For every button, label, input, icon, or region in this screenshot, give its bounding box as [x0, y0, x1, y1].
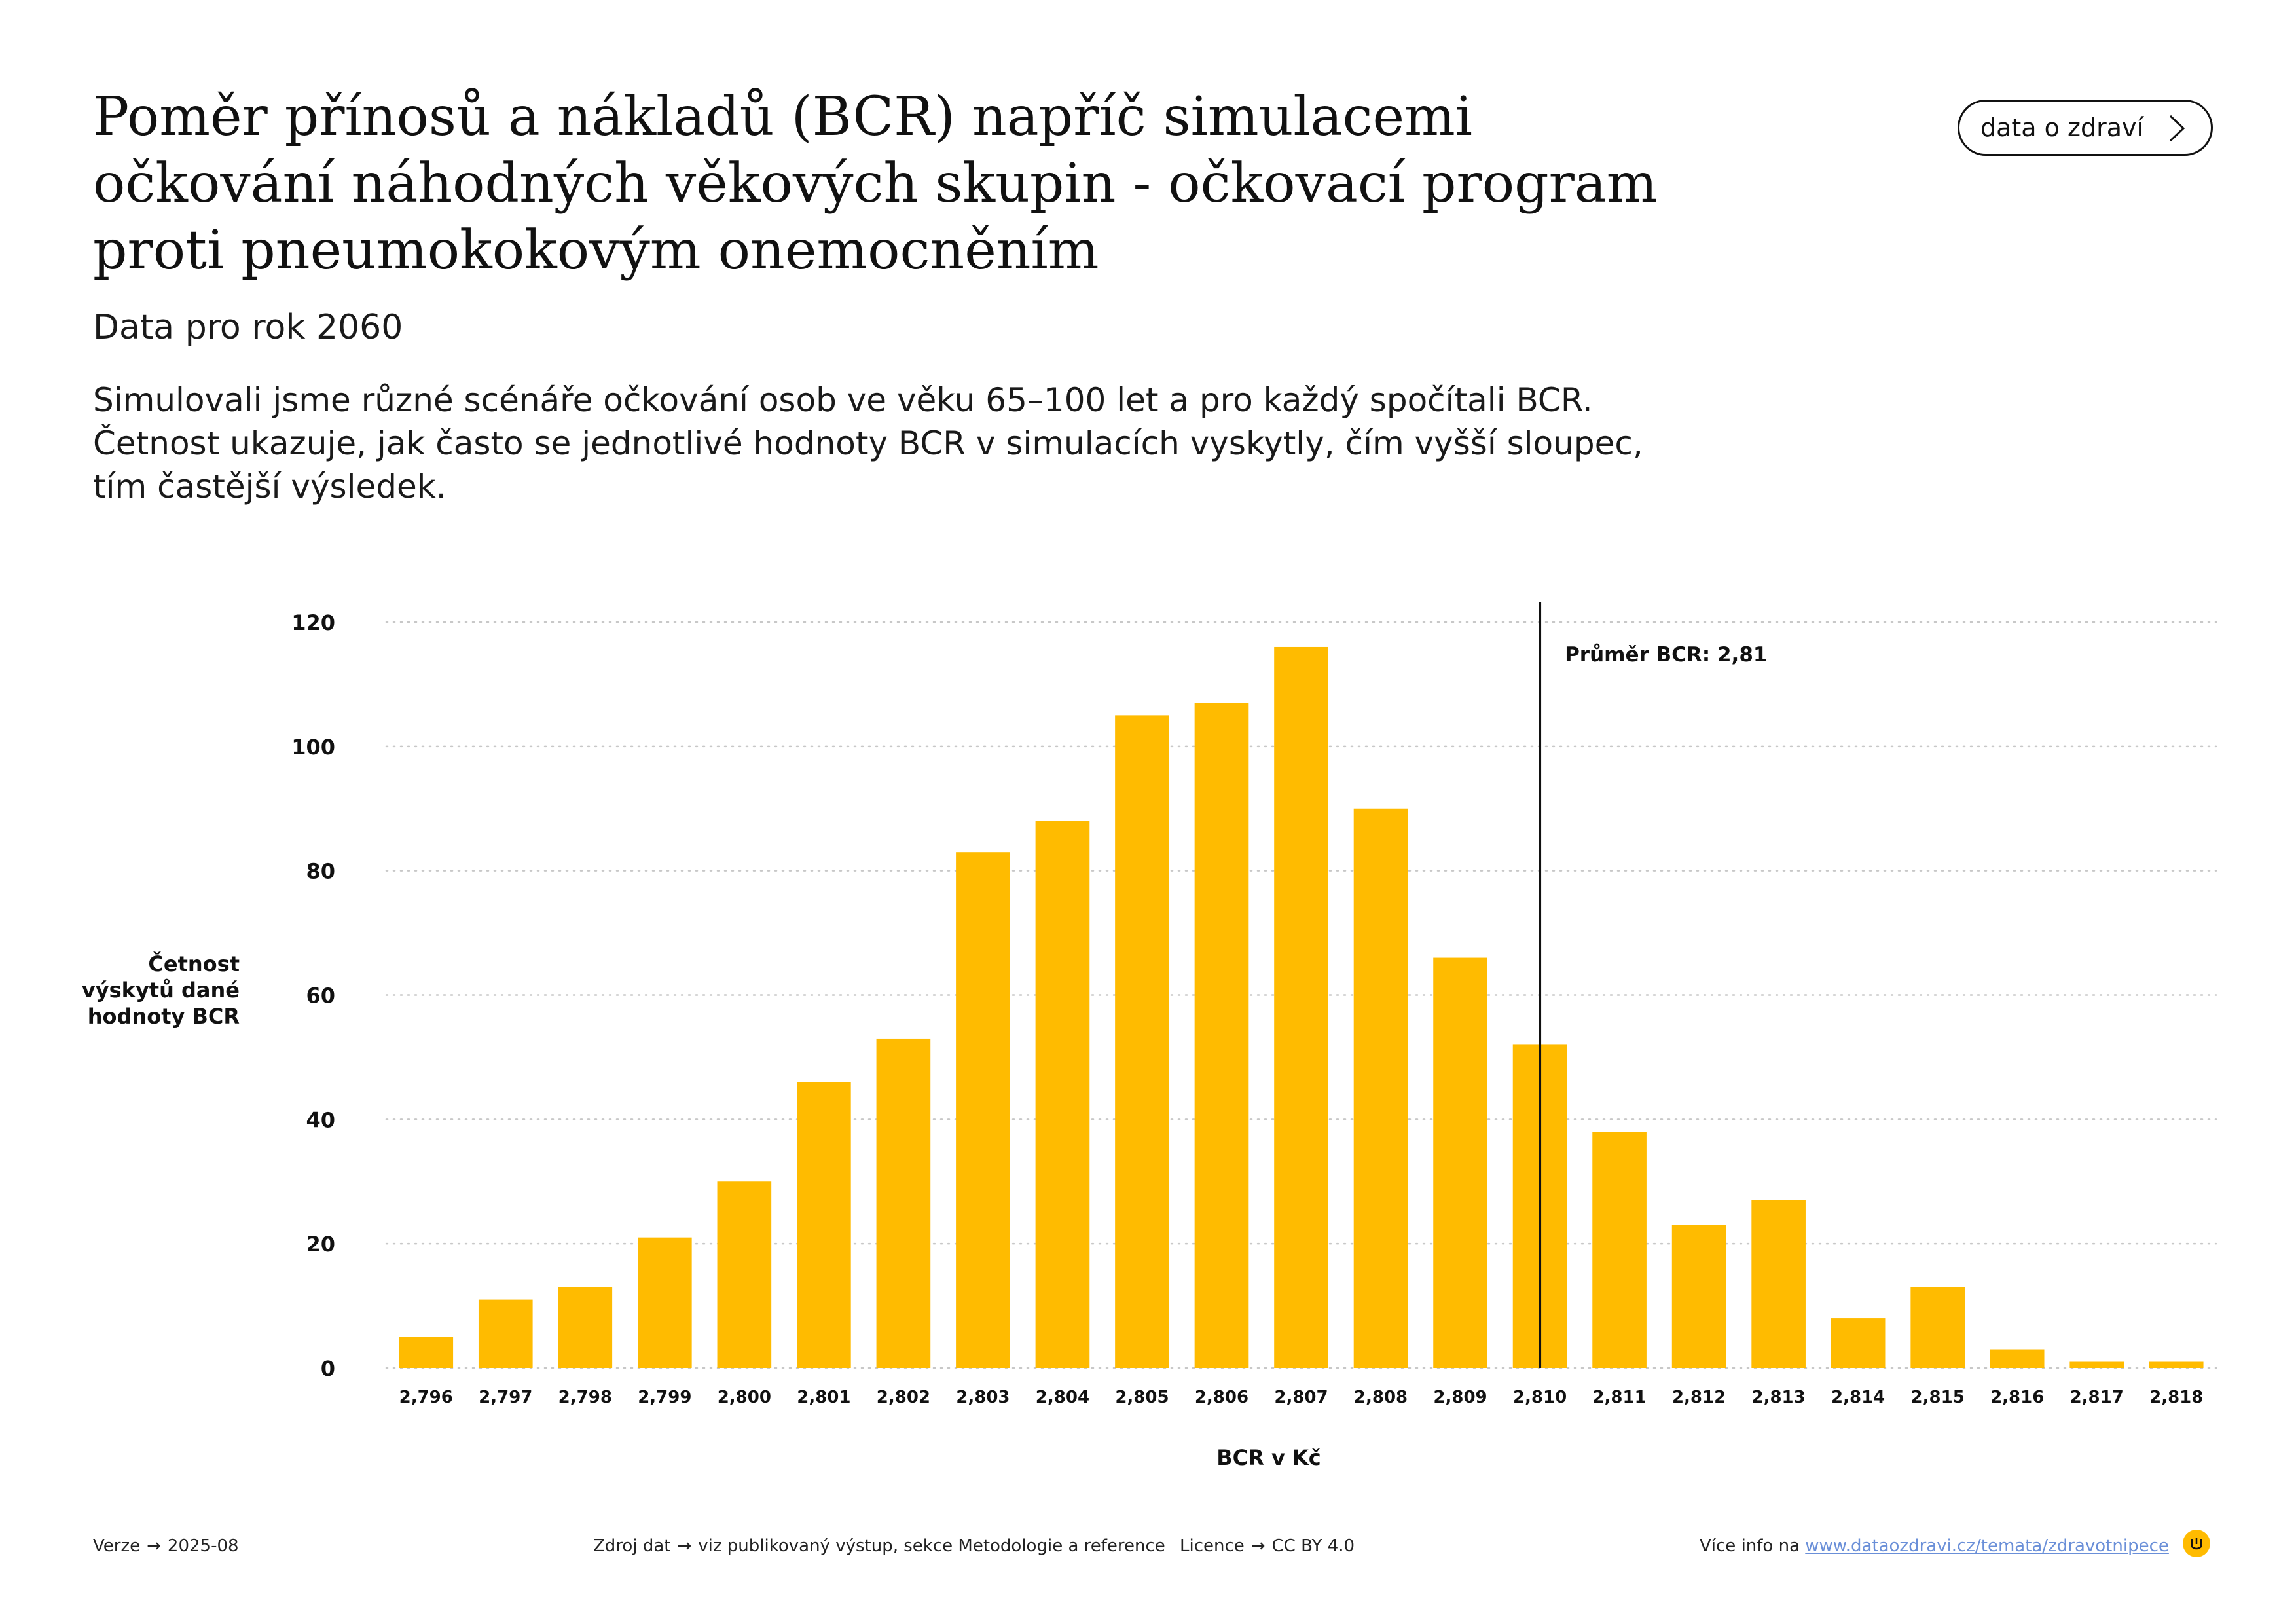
bar [1592, 1132, 1647, 1368]
y-tick-label: 0 [321, 1356, 335, 1381]
footer-version-value: 2025-08 [167, 1536, 239, 1556]
y-tick-label: 60 [306, 984, 335, 1008]
x-tick-label: 2,802 [877, 1388, 930, 1407]
bar [1831, 1318, 1886, 1368]
x-tick-label: 2,818 [2149, 1388, 2203, 1407]
chart-description: Simulovali jsme různé scénáře očkování o… [93, 381, 1643, 506]
footer-source: Zdroj dat → viz publikovaný výstup, sekce … [593, 1536, 1165, 1556]
y-tick-label: 40 [306, 1107, 335, 1132]
bar [956, 852, 1010, 1368]
x-tick-label: 2,799 [638, 1388, 691, 1407]
footer-arrow: → [1250, 1536, 1266, 1556]
mean-reference-label: Průměr BCR: 2,81 [1565, 643, 1767, 667]
bar [797, 1082, 851, 1368]
footer-info-label: Více info na [1700, 1536, 1800, 1556]
bar [638, 1237, 692, 1368]
brand-link-button[interactable]: data o zdraví [1958, 100, 2213, 156]
chevron-right-icon [2169, 115, 2185, 142]
x-axis-title: BCR v Kč [1216, 1445, 1321, 1470]
x-tick-label: 2,801 [797, 1388, 850, 1407]
x-tick-label: 2,814 [1831, 1388, 1885, 1407]
brand-link-label: data o zdraví [1980, 113, 2144, 142]
page-title: Poměr přínosů a nákladů (BCR) napříč sim… [93, 86, 1658, 282]
bar [876, 1038, 931, 1368]
bar [1353, 808, 1408, 1368]
bar [1035, 821, 1090, 1368]
x-tick-label: 2,811 [1592, 1388, 1646, 1407]
bar [1751, 1200, 1806, 1368]
footer-arrow: → [677, 1536, 692, 1556]
bar [399, 1337, 454, 1368]
bar [1433, 957, 1487, 1368]
x-tick-label: 2,807 [1274, 1388, 1328, 1407]
page-subtitle: Data pro rok 2060 [93, 308, 403, 347]
x-tick-label: 2,806 [1195, 1388, 1248, 1407]
x-tick-label: 2,810 [1513, 1388, 1567, 1407]
y-tick-label: 120 [291, 610, 335, 635]
bar [717, 1181, 772, 1368]
bar [1274, 646, 1328, 1368]
footer-version: Verze → 2025-08 [93, 1536, 239, 1556]
bar [1671, 1225, 1726, 1368]
footer-license: Licence → CC BY 4.0 [1180, 1536, 1355, 1556]
footer-version-label: Verze [93, 1536, 141, 1556]
x-tick-label: 2,797 [479, 1388, 532, 1407]
x-tick-label: 2,815 [1911, 1388, 1965, 1407]
x-tick-label: 2,817 [2070, 1388, 2124, 1407]
y-axis-title-line: výskytů dané [81, 978, 240, 1003]
bar [558, 1287, 613, 1368]
footer-source-label: Zdroj dat [593, 1536, 671, 1556]
x-tick-label: 2,813 [1752, 1388, 1806, 1407]
x-tick-label: 2,804 [1036, 1388, 1089, 1407]
bar [1910, 1287, 1965, 1368]
x-tick-label: 2,800 [718, 1388, 771, 1407]
x-tick-label: 2,805 [1115, 1388, 1169, 1407]
footer-source-value: viz publikovaný výstup, sekce Metodologi… [698, 1536, 1165, 1556]
x-tick-label: 2,812 [1672, 1388, 1726, 1407]
y-axis-title: Četnost výskytů dané hodnoty BCR [65, 951, 240, 1029]
bar [1115, 715, 1169, 1368]
footer-arrow: → [147, 1536, 161, 1556]
footer-info-link[interactable]: www.dataozdravi.cz/temata/zdravotnipece [1805, 1536, 2169, 1556]
x-tick-label: 2,809 [1433, 1388, 1487, 1407]
y-axis-title-line: hodnoty BCR [87, 1004, 240, 1029]
footer-license-label: Licence [1180, 1536, 1245, 1556]
x-tick-label: 2,796 [399, 1388, 453, 1407]
x-tick-label: 2,816 [1990, 1388, 2044, 1407]
x-tick-label: 2,798 [558, 1388, 612, 1407]
bar [2149, 1361, 2204, 1368]
bar [1990, 1349, 2045, 1368]
y-tick-label: 20 [306, 1232, 335, 1257]
bcr-histogram-chart: 0 20 40 60 80 100 120 2,796 2,797 2,798 2,799 2,800… [291, 602, 2217, 1470]
x-tick-label: 2,808 [1354, 1388, 1408, 1407]
bar [478, 1299, 533, 1368]
brand-logo-icon [2183, 1530, 2210, 1557]
footer-info: Více info na www.dataozdravi.cz/temata/z… [1700, 1536, 2169, 1556]
y-tick-label: 80 [306, 859, 335, 884]
footer-license-value: CC BY 4.0 [1271, 1536, 1355, 1556]
y-axis-title-line: Četnost [148, 951, 240, 976]
bar [2069, 1361, 2124, 1368]
x-tick-label: 2,803 [956, 1388, 1010, 1407]
bar [1194, 703, 1249, 1368]
y-tick-label: 100 [291, 735, 335, 760]
